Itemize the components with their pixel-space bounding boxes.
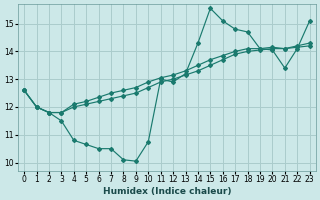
X-axis label: Humidex (Indice chaleur): Humidex (Indice chaleur) (103, 187, 231, 196)
